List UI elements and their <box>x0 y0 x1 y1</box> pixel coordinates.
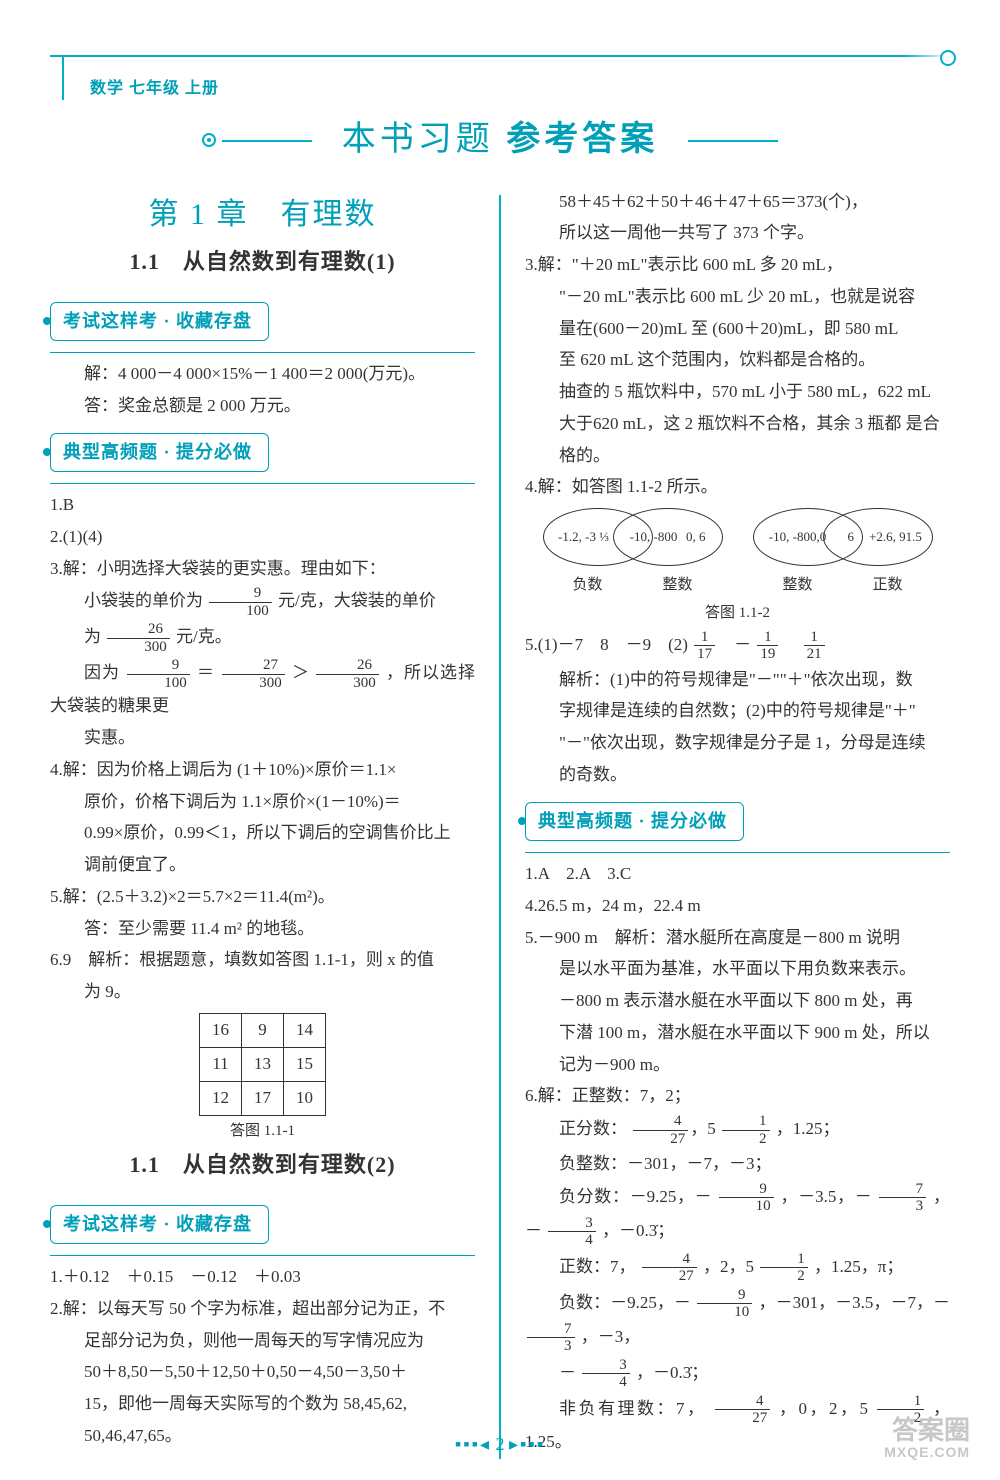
watermark: 答案圈 MXQE.COM <box>884 1416 970 1460</box>
answer-line: 50＋8,50－5,50＋12,50＋0,50－4,50－3,50＋ <box>50 1357 475 1387</box>
answer-line: 1.A 2.A 3.C <box>525 859 950 889</box>
answer-line: 负整数：－301，－7，－3； <box>525 1149 950 1179</box>
main-title: 本书习题 参考答案 <box>312 110 689 170</box>
answer-line: 4.解：如答图 1.1-2 所示。 <box>525 472 950 502</box>
deco-circle-icon <box>202 133 216 147</box>
page-number: ▪▪▪◂ 2 ▸▪▪▪ <box>0 1429 1000 1461</box>
answer-line: 15，即他一周每天实际写的个数为 58,45,62, <box>50 1389 475 1419</box>
explain-line: 记为－900 m。 <box>525 1050 950 1080</box>
answer-line: 抽查的 5 瓶饮料中，570 mL 小于 580 mL，622 mL <box>525 377 950 407</box>
answer-line: 实惠。 <box>50 723 475 753</box>
answer-line: 小袋装的单价为 9100 元/克，大袋装的单价 <box>50 585 475 619</box>
answer-line: 负分数：－9.25，－ 910 ，－3.5，－ 73 ，－ 34 ，－0.3̇； <box>525 1181 950 1249</box>
answer-line: 大于620 mL，这 2 瓶饮料不合格，其余 3 瓶都 是合 <box>525 409 950 439</box>
answer-line: 正数：7， 427 ，2，5 12 ，1.25，π； <box>525 1251 950 1285</box>
answer-line: 2.(1)(4) <box>50 522 475 552</box>
answer-line: 格的。 <box>525 441 950 471</box>
answer-line: 4.26.5 m，24 m，22.4 m <box>525 891 950 921</box>
top-rule <box>50 55 950 57</box>
answer-line: 为 9。 <box>50 977 475 1007</box>
heading-exam-2: 考试这样考 · 收藏存盘 <box>50 1205 269 1245</box>
exam-line: 解：4 000－4 000×15%－1 400＝2 000(万元)。 <box>50 359 475 389</box>
columns: 第 1 章 有理数 1.1 从自然数到有理数(1) 考试这样考 · 收藏存盘 解… <box>50 185 950 1459</box>
answer-line: "－20 mL"表示比 600 mL 少 20 mL，也就是说容 <box>525 282 950 312</box>
title-wrap: 本书习题 参考答案 <box>50 110 950 170</box>
venn-1: -1.2, -3 ⅓ -10, -800 0, 6 <box>543 508 723 570</box>
figure-caption: 答图 1.1-2 <box>525 600 950 626</box>
venn-ellipse: -10, -800 0, 6 <box>613 508 723 566</box>
explain-line: 是以水平面为基准，水平面以下用负数来表示。 <box>525 954 950 984</box>
magic-square-table: 16914 111315 121710 <box>199 1013 326 1116</box>
exam-line: 答：奖金总额是 2 000 万元。 <box>50 391 475 421</box>
answer-line: 5.－900 m 解析：潜水艇所在高度是－800 m 说明 <box>525 923 950 953</box>
heading-typical-2: 典型高频题 · 提分必做 <box>525 802 744 842</box>
answer-line: 1.B <box>50 490 475 520</box>
answer-line: 1.＋0.12 ＋0.15 －0.12 ＋0.03 <box>50 1262 475 1292</box>
left-column: 第 1 章 有理数 1.1 从自然数到有理数(1) 考试这样考 · 收藏存盘 解… <box>50 185 475 1459</box>
venn-2: -10, -800,0 6 +2.6, 91.5 <box>753 508 933 570</box>
venn-diagrams: -1.2, -3 ⅓ -10, -800 0, 6 负数整数 -10, -800… <box>525 508 950 598</box>
answer-line: 原价，价格下调后为 1.1×原价×(1－10%)＝ <box>50 787 475 817</box>
heading-exam: 考试这样考 · 收藏存盘 <box>50 302 269 342</box>
section-title-2: 1.1 从自然数到有理数(2) <box>50 1146 475 1185</box>
answer-line: 6.解：正整数：7，2； <box>525 1081 950 1111</box>
answer-line: 足部分记为负，则他一周每天的写字情况应为 <box>50 1326 475 1356</box>
answer-line: 答：至少需要 11.4 m² 的地毯。 <box>50 914 475 944</box>
answer-line: 负数：－9.25，－ 910 ，－301，－3.5，－7，－ 73 ，－3， <box>525 1287 950 1355</box>
title-part1: 本书习题 <box>342 121 494 158</box>
figure-caption: 答图 1.1-1 <box>50 1118 475 1144</box>
explain-line: 的奇数。 <box>525 760 950 790</box>
chapter-title: 第 1 章 有理数 <box>50 189 475 242</box>
title-part2: 参考答案 <box>506 121 658 158</box>
answer-line: 5.解：(2.5＋3.2)×2＝5.7×2＝11.4(m²)。 <box>50 882 475 912</box>
fraction: 9100 <box>209 585 272 619</box>
answer-line: 至 620 mL 这个范围内，饮料都是合格的。 <box>525 345 950 375</box>
answer-line: 2.解：以每天写 50 个字为标准，超出部分记为正，不 <box>50 1294 475 1324</box>
answer-line: 4.解：因为价格上调后为 (1＋10%)×原价＝1.1× <box>50 755 475 785</box>
explain-line: 下潜 100 m，潜水艇在水平面以下 900 m 处，所以 <box>525 1018 950 1048</box>
explain-line: "－"依次出现，数字规律是分子是 1，分母是连续 <box>525 728 950 758</box>
venn-ellipse: 6 +2.6, 91.5 <box>823 508 933 566</box>
answer-line: 量在(600－20)mL 至 (600＋20)mL，即 580 mL <box>525 314 950 344</box>
explain-line: －800 m 表示潜水艇在水平面以下 800 m 处，再 <box>525 986 950 1016</box>
answer-line: 正分数： 427，5 12 ，1.25； <box>525 1113 950 1147</box>
explain-line: 字规律是连续的自然数；(2)中的符号规律是"＋" <box>525 696 950 726</box>
answer-line: 58＋45＋62＋50＋46＋47＋65＝373(个)， <box>525 187 950 217</box>
answer-line: 3.解：小明选择大袋装的更实惠。理由如下： <box>50 554 475 584</box>
answer-line: 所以这一周他一共写了 373 个字。 <box>525 218 950 248</box>
book-tag: 数学 七年级 上册 <box>90 75 219 103</box>
answer-line: 因为 9100 ＝ 27300 ＞ 26300 ，所以选择大袋装的糖果更 <box>50 657 475 721</box>
answer-line: 6.9 解析：根据题意，填数如答图 1.1-1，则 x 的值 <box>50 945 475 975</box>
answer-line: 3.解："＋20 mL"表示比 600 mL 多 20 mL， <box>525 250 950 280</box>
answer-line: 调前便宜了。 <box>50 850 475 880</box>
answer-line: 5.(1)－7 8 －9 (2) 117 － 119 121 <box>525 629 950 663</box>
answer-line: 0.99×原价，0.99＜1，所以下调后的空调售价比上 <box>50 818 475 848</box>
answer-line: 为 26300 元/克。 <box>50 621 475 655</box>
section-title-1: 1.1 从自然数到有理数(1) <box>50 243 475 282</box>
right-column: 58＋45＋62＋50＋46＋47＋65＝373(个)， 所以这一周他一共写了 … <box>525 185 950 1459</box>
heading-typical: 典型高频题 · 提分必做 <box>50 433 269 473</box>
column-divider <box>499 195 501 1459</box>
answer-line: － 34 ，－0.3̇； <box>525 1357 950 1391</box>
fraction: 26300 <box>107 621 170 655</box>
explain-line: 解析：(1)中的符号规律是"－""＋"依次出现，数 <box>525 665 950 695</box>
